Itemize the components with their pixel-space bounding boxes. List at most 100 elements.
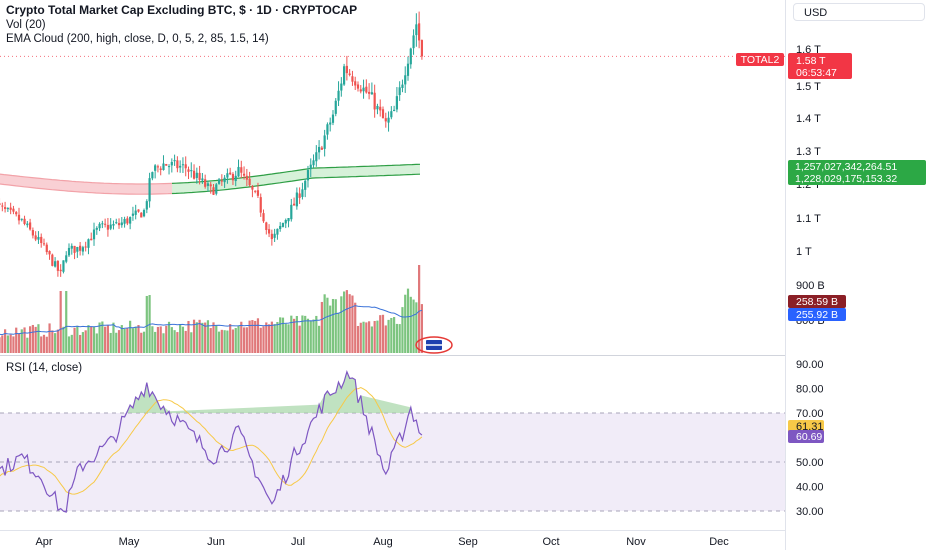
- candle-body: [84, 246, 87, 248]
- rsi-legend[interactable]: RSI (14, close): [6, 362, 83, 374]
- volume-bar: [117, 330, 121, 353]
- candle-body: [287, 218, 290, 222]
- volume-bar: [206, 320, 210, 353]
- price-axis-tick: 1.3 T: [796, 146, 821, 158]
- candle-body: [306, 169, 310, 181]
- volume-bar: [262, 326, 265, 353]
- volume-legend[interactable]: Vol (20): [6, 19, 46, 31]
- ema-upper-value: 1,257,027,342,264.51: [795, 161, 897, 173]
- volume-bar: [17, 333, 21, 353]
- rsi-line: [0, 369, 423, 513]
- candle-body: [406, 63, 410, 76]
- candle-body: [59, 269, 62, 272]
- candle-body: [29, 222, 32, 230]
- volume-bar: [356, 325, 360, 353]
- candle-body: [415, 24, 418, 36]
- volume-bar: [290, 315, 293, 353]
- candle-body: [62, 260, 65, 272]
- volume-bar: [195, 322, 198, 353]
- volume-bar: [154, 331, 157, 353]
- candle-body: [334, 100, 337, 114]
- candle-body: [6, 208, 9, 210]
- candle-body: [251, 186, 254, 190]
- candle-body: [176, 160, 179, 169]
- volume-bar: [104, 326, 107, 353]
- rsi-tag-box: [788, 420, 824, 433]
- candle-body: [104, 223, 107, 225]
- volume-bar: [209, 328, 212, 353]
- volume-bar: [226, 330, 229, 353]
- candle-body: [359, 89, 362, 92]
- ema-cloud-legend[interactable]: EMA Cloud (200, high, close, D, 0, 5, 2,…: [6, 33, 269, 45]
- candle-body: [320, 147, 323, 150]
- candle-body: [337, 90, 340, 101]
- candle-body: [295, 192, 298, 207]
- candle-body: [195, 172, 198, 178]
- volume-bar: [265, 322, 268, 353]
- volume-bar: [295, 315, 298, 353]
- volume-bar: [73, 327, 76, 353]
- volume-bar: [409, 296, 412, 353]
- volume-bar: [351, 295, 354, 353]
- volume-bar: [245, 327, 248, 353]
- candle-body: [220, 180, 223, 182]
- candle-body: [70, 245, 73, 249]
- volume-bar: [342, 291, 346, 353]
- candle-body: [342, 66, 346, 85]
- volume-bar: [3, 329, 7, 353]
- volume-bar: [384, 325, 387, 353]
- candle-body: [379, 106, 382, 111]
- price-axis-tick: 1 T: [796, 246, 812, 258]
- currency-selector[interactable]: USD: [793, 3, 925, 21]
- volume-bar: [348, 294, 351, 353]
- volume-bar: [12, 336, 15, 353]
- volume-bar: [87, 325, 90, 353]
- candle-body: [204, 179, 207, 187]
- candle-body: [131, 213, 135, 216]
- volume-bar: [315, 315, 318, 353]
- candle-body: [9, 207, 12, 210]
- candle-body: [179, 165, 182, 168]
- ema-upper-line-red: [0, 173, 173, 185]
- rsi-axis-tick: 50.00: [796, 457, 824, 469]
- volume-bar: [354, 302, 357, 353]
- volume-bar: [98, 322, 101, 353]
- candle-body: [20, 218, 23, 220]
- volume-bar: [365, 322, 368, 353]
- candle-body: [45, 244, 48, 253]
- rsi-axis-tick: 30.00: [796, 506, 824, 518]
- volume-bar: [70, 334, 73, 353]
- candle-body: [37, 236, 40, 240]
- candle-body: [181, 164, 185, 166]
- volume-bar: [281, 317, 285, 353]
- candle-body: [106, 224, 110, 230]
- candle-body: [301, 189, 304, 197]
- candle-body: [298, 193, 301, 198]
- volume-bar: [109, 332, 112, 353]
- candle-body: [317, 146, 321, 153]
- volume-ma-value: 255.92 B: [796, 309, 838, 321]
- volume-bar: [159, 326, 162, 353]
- candle-body: [34, 235, 37, 240]
- volume-bar: [101, 321, 104, 353]
- candle-body: [156, 166, 160, 168]
- volume-bar: [187, 320, 190, 353]
- volume-bar: [15, 327, 18, 353]
- candle-body: [1, 205, 4, 207]
- candle-body: [351, 76, 354, 82]
- volume-bar: [212, 322, 215, 353]
- volume-bar: [54, 333, 57, 353]
- candle-body: [142, 210, 146, 217]
- candle-body: [237, 166, 240, 177]
- candle-body: [345, 65, 348, 74]
- candle-body: [184, 164, 187, 169]
- candle-body: [223, 177, 226, 183]
- volume-bar: [237, 325, 240, 353]
- volume-bar: [304, 315, 307, 353]
- symbol-tag-text: TOTAL2: [741, 54, 780, 66]
- symbol-tag-box: [736, 53, 784, 66]
- volume-bar: [334, 299, 337, 353]
- candle-body: [148, 178, 151, 202]
